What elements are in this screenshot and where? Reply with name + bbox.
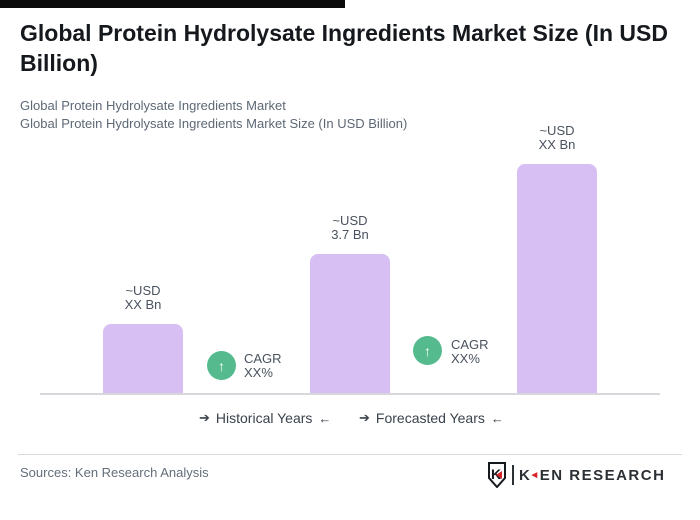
logo-red-wedge-icon: ◄ bbox=[529, 469, 541, 481]
logo-wordmark: K ◄ EN RESEARCH bbox=[519, 467, 665, 484]
bar-value-line1: ~USD bbox=[125, 283, 161, 298]
cagr-text: CAGR bbox=[244, 351, 282, 366]
left-arrow-icon: ← bbox=[490, 410, 504, 426]
bar-value-line2: XX Bn bbox=[124, 297, 162, 312]
bar-value-label: ~USD 3.7 Bn bbox=[310, 214, 390, 242]
cagr-text: CAGR bbox=[451, 337, 489, 352]
legend-label: Forecasted Years bbox=[375, 410, 485, 426]
up-arrow-icon: ↑ bbox=[424, 342, 431, 359]
growth-arrow-icon: ↑ bbox=[207, 351, 236, 380]
left-arrow-icon: ← bbox=[318, 410, 332, 426]
subtitle-line-1: Global Protein Hydrolysate Ingredients M… bbox=[20, 98, 286, 113]
svg-text:K: K bbox=[491, 466, 501, 482]
cagr-value: XX% bbox=[451, 351, 480, 366]
right-arrow-icon: ➔ bbox=[199, 410, 210, 425]
cagr-label: CAGR XX% bbox=[244, 352, 282, 380]
legend-forecasted-years: ➔ Forecasted Years ← bbox=[359, 410, 504, 426]
growth-arrow-icon: ↑ bbox=[413, 336, 442, 365]
cagr-label: CAGR XX% bbox=[451, 338, 489, 366]
top-divider-bar bbox=[0, 0, 345, 8]
legend-label: Historical Years bbox=[215, 410, 313, 426]
chart-subtitles: Global Protein Hydrolysate Ingredients M… bbox=[20, 97, 680, 133]
x-axis-baseline bbox=[40, 393, 660, 395]
ken-research-shield-icon: K bbox=[488, 462, 506, 488]
legend-historical-years: ➔ Historical Years ← bbox=[199, 410, 331, 426]
up-arrow-icon: ↑ bbox=[218, 357, 225, 374]
cagr-value: XX% bbox=[244, 365, 273, 380]
logo-wordmark-rest: EN RESEARCH bbox=[539, 466, 666, 484]
bar-value-line1: ~USD bbox=[332, 213, 368, 228]
bar-base-year bbox=[310, 254, 390, 394]
bar-historical bbox=[103, 324, 183, 394]
bar-value-line2: XX Bn bbox=[538, 137, 576, 152]
bar-forecast bbox=[517, 164, 597, 394]
bar-value-label: ~USD XX Bn bbox=[517, 124, 597, 152]
bar-value-label: ~USD XX Bn bbox=[103, 284, 183, 312]
logo-separator bbox=[512, 465, 514, 485]
subtitle-line-2: Global Protein Hydrolysate Ingredients M… bbox=[20, 116, 408, 131]
footer-divider bbox=[18, 454, 682, 455]
logo-wordmark-k: K bbox=[519, 466, 532, 484]
bar-value-line1: ~USD bbox=[539, 123, 575, 138]
bar-value-line2: 3.7 Bn bbox=[331, 227, 369, 242]
sources-text: Sources: Ken Research Analysis bbox=[20, 465, 209, 480]
right-arrow-icon: ➔ bbox=[359, 410, 370, 425]
page-title: Global Protein Hydrolysate Ingredients M… bbox=[20, 20, 668, 76]
ken-research-logo: K K ◄ EN RESEARCH bbox=[487, 461, 665, 489]
